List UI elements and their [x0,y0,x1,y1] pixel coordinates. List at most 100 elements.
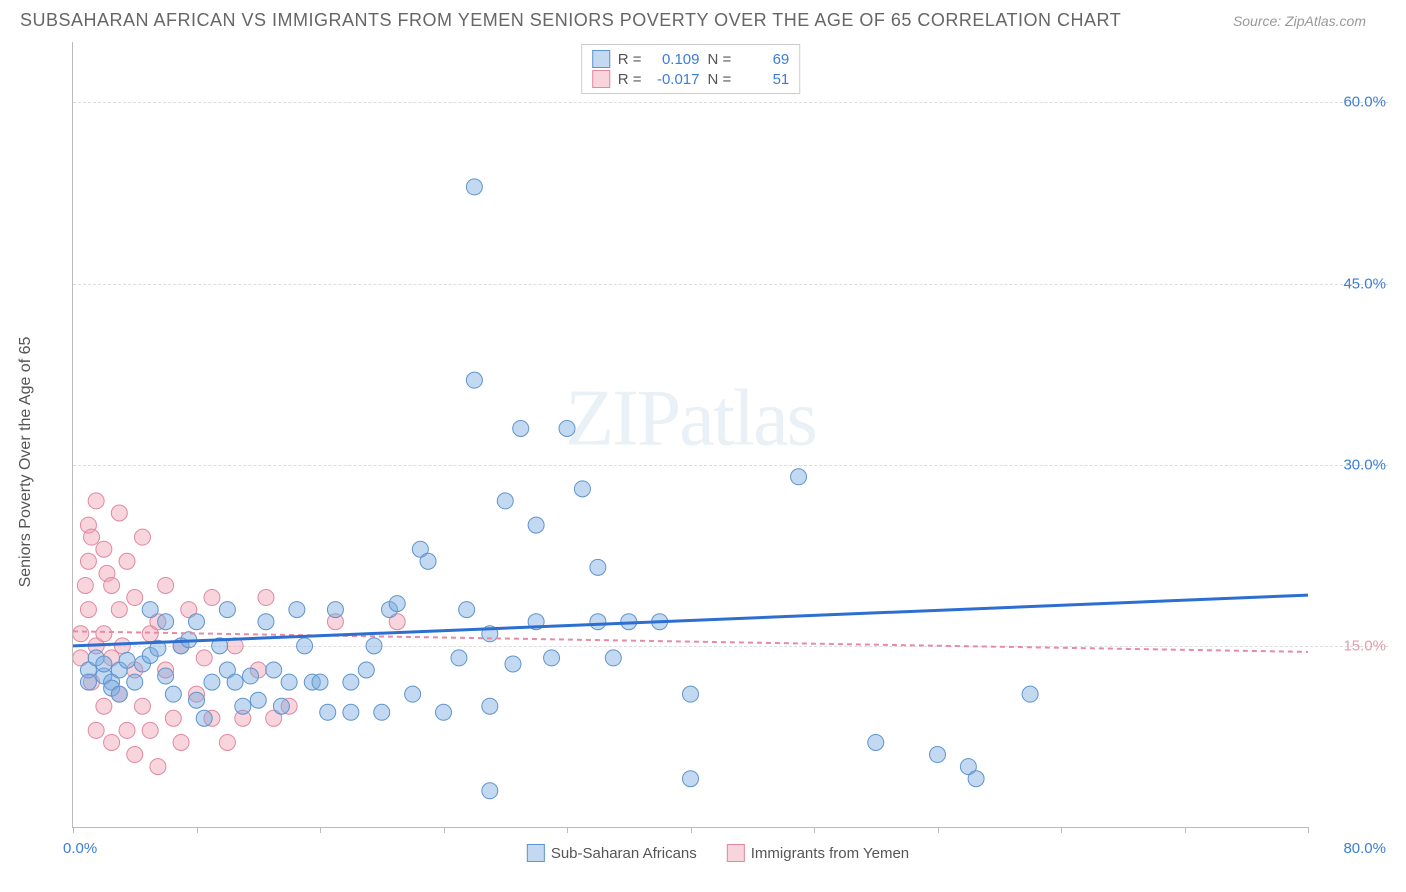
data-point [111,505,127,521]
legend-label-a: Sub-Saharan Africans [551,845,697,862]
data-point [528,517,544,533]
data-point [930,747,946,763]
data-point [73,626,89,642]
x-tick [567,827,568,833]
chart-title: SUBSAHARAN AFRICAN VS IMMIGRANTS FROM YE… [20,10,1121,31]
data-point [968,771,984,787]
data-point [243,668,259,684]
data-point [235,698,251,714]
data-point [405,686,421,702]
data-point [189,614,205,630]
data-point [466,372,482,388]
data-point [258,614,274,630]
data-point [114,638,130,654]
legend-label-b: Immigrants from Yemen [751,845,909,862]
data-point [868,734,884,750]
r-key2: R = [618,71,642,88]
y-tick-label: 15.0% [1314,637,1386,654]
legend-item-a: Sub-Saharan Africans [527,844,697,862]
plot-area: ZIPatlas R = 0.109 N = 69 R = -0.017 N =… [72,42,1308,828]
r-key: R = [618,51,642,68]
data-point [466,179,482,195]
data-point [150,759,166,775]
data-point [219,602,235,618]
data-point [497,493,513,509]
data-point [590,614,606,630]
data-point [273,698,289,714]
legend-swatch-b [727,844,745,862]
x-axis-min-label: 0.0% [63,840,97,857]
data-point [88,493,104,509]
legend-item-b: Immigrants from Yemen [727,844,909,862]
r-val-a: 0.109 [650,51,700,68]
trend-line [73,631,1308,652]
x-tick [938,827,939,833]
x-tick [1061,827,1062,833]
data-point [683,686,699,702]
data-point [77,577,93,593]
data-point [358,662,374,678]
data-point [791,469,807,485]
data-point [196,710,212,726]
data-point [165,686,181,702]
data-point [173,734,189,750]
data-point [250,692,266,708]
data-point [374,704,390,720]
n-key2: N = [708,71,732,88]
data-point [436,704,452,720]
legend-swatch-a [527,844,545,862]
data-point [84,529,100,545]
data-point [258,590,274,606]
data-point [574,481,590,497]
data-point [119,553,135,569]
stats-row-a: R = 0.109 N = 69 [592,49,790,69]
data-point [142,722,158,738]
data-point [559,420,575,436]
y-axis-label: Seniors Poverty Over the Age of 65 [17,337,35,588]
data-point [80,553,96,569]
data-point [165,710,181,726]
data-point [327,602,343,618]
data-point [96,656,112,672]
data-point [204,590,220,606]
data-point [158,577,174,593]
data-point [389,596,405,612]
data-point [80,602,96,618]
data-point [366,638,382,654]
data-point [189,692,205,708]
data-point [127,747,143,763]
data-point [281,674,297,690]
data-point [158,614,174,630]
data-point [88,722,104,738]
data-point [204,674,220,690]
data-point [104,577,120,593]
swatch-b [592,70,610,88]
data-point [1022,686,1038,702]
data-point [119,652,135,668]
data-point [134,529,150,545]
data-point [104,734,120,750]
x-tick [197,827,198,833]
chart-source: Source: ZipAtlas.com [1233,13,1366,29]
data-point [683,771,699,787]
data-point [227,674,243,690]
data-point [219,734,235,750]
x-tick [444,827,445,833]
data-point [482,698,498,714]
x-tick [1308,827,1309,833]
data-point [289,602,305,618]
data-point [297,638,313,654]
x-tick [1185,827,1186,833]
data-point [96,626,112,642]
data-point [505,656,521,672]
data-point [544,650,560,666]
r-val-b: -0.017 [650,71,700,88]
data-point [459,602,475,618]
data-point [605,650,621,666]
data-point [590,559,606,575]
data-point [196,650,212,666]
data-point [142,602,158,618]
data-point [158,668,174,684]
data-point [119,722,135,738]
stats-row-b: R = -0.017 N = 51 [592,69,790,89]
